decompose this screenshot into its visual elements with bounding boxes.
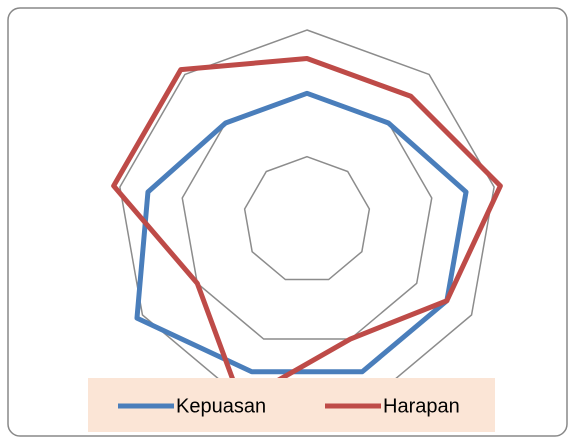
legend: Kepuasan Harapan [88,378,495,432]
grid-ring [181,92,433,340]
series-line [111,56,503,405]
series-line [134,90,469,375]
legend-label: Kepuasan [176,395,266,417]
legend-label: Harapan [383,395,460,417]
grid-ring [243,155,371,281]
